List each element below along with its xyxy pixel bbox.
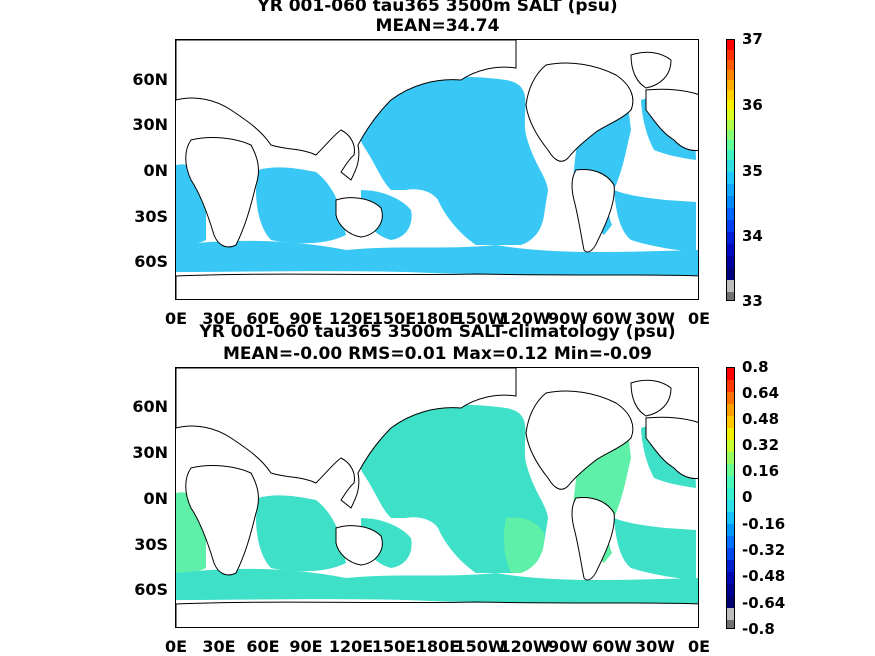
panel2-colorbar: [726, 367, 735, 629]
ocean-region: [357, 404, 548, 573]
panel2-colorbar-label: 0.32: [742, 436, 780, 454]
panel2-lat-label-30s: 30S: [134, 535, 168, 554]
panel1-title-line1: YR 001-060 tau365 3500m SALT (psu): [257, 0, 618, 16]
panel1-lat-label-60n: 60N: [132, 70, 168, 89]
continent-outline: [630, 379, 672, 417]
panel2-colorbar-label: 0.48: [742, 410, 780, 428]
panel1-lon-label: 120E: [328, 309, 374, 328]
panel1-colorbar-label: 36: [742, 96, 763, 114]
panel1-lon-label: 180E: [415, 309, 461, 328]
panel1-lon-label: 60E: [246, 309, 280, 328]
continent-outline: [335, 197, 383, 238]
panel1-colorbar-label: 37: [742, 30, 763, 48]
ocean-region: [614, 190, 696, 252]
continent-outline: [525, 390, 634, 490]
panel2-colorbar-label: -0.48: [742, 567, 786, 585]
ocean-region: [357, 76, 548, 245]
panel1-lon-label: 150W: [454, 309, 506, 328]
panel1-lat-label-0n: 0N: [143, 161, 168, 180]
panel1-map: [175, 39, 699, 300]
panel2-lat-label-0n: 0N: [143, 489, 168, 508]
panel1-lon-label: 120W: [499, 309, 551, 328]
panel1-lat-label-60s: 60S: [134, 252, 168, 271]
panel2-lon-label: 0E: [687, 637, 711, 656]
continent-outline: [185, 137, 259, 248]
continent-outline: [645, 416, 698, 479]
continent-outline: [176, 601, 698, 627]
continent-outline: [645, 88, 698, 151]
panel2-colorbar-label: 0.16: [742, 462, 780, 480]
panel2-title-line1: YR 001-060 tau365 3500m SALT-climatology…: [199, 322, 676, 342]
panel2-lon-label: 90W: [548, 637, 588, 656]
panel2-lon-label: 60E: [246, 637, 280, 656]
panel1-lon-label: 90W: [548, 309, 588, 328]
panel2-colorbar-label: 0: [742, 488, 753, 506]
panel2-lon-label: 30E: [202, 637, 236, 656]
ocean-region: [256, 495, 346, 572]
panel2-colorbar-label: 0.8: [742, 358, 769, 376]
panel1-lat-label-30n: 30N: [132, 115, 168, 134]
panel2-map: [175, 367, 699, 628]
panel2-colorbar-label: -0.8: [742, 620, 775, 638]
continent-outline: [571, 169, 615, 253]
panel1-colorbar-label: 35: [742, 162, 763, 180]
continent-outline: [525, 62, 634, 162]
panel2-lon-label: 120E: [328, 637, 374, 656]
panel2-lon-label: 120W: [499, 637, 551, 656]
ocean-region: [503, 517, 545, 573]
panel1-lon-label: 30W: [635, 309, 675, 328]
ocean-region: [614, 518, 696, 580]
panel2-lat-label-60n: 60N: [132, 397, 168, 416]
panel2-title-line2: MEAN=-0.00 RMS=0.01 Max=0.12 Min=-0.09: [223, 344, 652, 364]
panel1-title-line2: MEAN=34.74: [375, 16, 500, 36]
panel1-lat-label-30s: 30S: [134, 207, 168, 226]
continent-outline: [185, 465, 259, 576]
continent-outline: [176, 273, 698, 299]
panel2-lat-label-30n: 30N: [132, 443, 168, 462]
panel2-lon-label: 180E: [415, 637, 461, 656]
panel2-colorbar-label: -0.16: [742, 515, 786, 533]
panel1-landmasses: [176, 40, 698, 299]
panel1-map-svg: [176, 40, 698, 299]
ocean-region: [176, 568, 698, 604]
continent-outline: [630, 51, 672, 89]
panel2-map-svg: [176, 368, 698, 627]
panel2-lon-label: 150E: [371, 637, 417, 656]
panel1-lon-label: 60W: [592, 309, 632, 328]
panel2-lon-label: 90E: [289, 637, 323, 656]
ocean-region: [176, 240, 698, 276]
ocean-region: [503, 189, 545, 245]
panel2-lon-label: 30W: [635, 637, 675, 656]
ocean-region: [256, 167, 346, 244]
panel1-lon-label: 90E: [289, 309, 323, 328]
panel1-lon-label: 0E: [687, 309, 711, 328]
panel2-colorbar-label: -0.32: [742, 541, 786, 559]
panel2-colorbar-label: 0.64: [742, 384, 780, 402]
panel1-lon-label: 150E: [371, 309, 417, 328]
continent-outline: [335, 525, 383, 566]
continent-outline: [176, 368, 517, 509]
panel2-lon-label: 0E: [164, 637, 188, 656]
panel2-colorbar-label: -0.64: [742, 594, 786, 612]
continent-outline: [571, 497, 615, 581]
panel1-colorbar-label: 34: [742, 227, 763, 245]
panel1-colorbar-label: 33: [742, 292, 763, 310]
panel2-lon-label: 60W: [592, 637, 632, 656]
panel2-lon-label: 150W: [454, 637, 506, 656]
panel2-landmasses: [176, 368, 698, 627]
panel2-lat-label-60s: 60S: [134, 580, 168, 599]
continent-outline: [176, 40, 517, 181]
panel1-lon-label: 0E: [164, 309, 188, 328]
panel1-colorbar: [726, 39, 735, 301]
panel1-lon-label: 30E: [202, 309, 236, 328]
